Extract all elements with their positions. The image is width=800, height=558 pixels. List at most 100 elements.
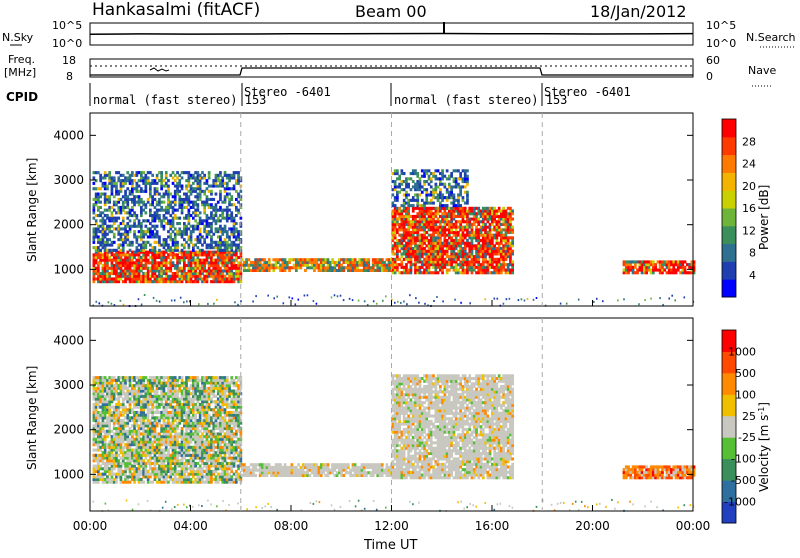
data-cell — [138, 435, 141, 438]
data-cell — [320, 261, 323, 264]
data-cell — [421, 169, 424, 172]
data-cell — [462, 252, 465, 255]
data-cell — [138, 390, 141, 393]
data-cell — [104, 209, 107, 212]
data-cell — [167, 427, 170, 430]
data-cell — [659, 266, 662, 269]
data-cell — [169, 430, 172, 433]
data-cell — [178, 269, 181, 272]
data-cell — [507, 239, 510, 242]
data-cell — [210, 193, 213, 196]
data-cell — [208, 253, 211, 256]
nave-tick-bottom: 0 — [706, 70, 713, 83]
data-cell — [149, 171, 152, 174]
data-cell — [208, 225, 211, 228]
data-cell — [435, 269, 438, 272]
data-cell — [190, 264, 193, 267]
data-cell — [641, 269, 644, 272]
data-cell — [197, 253, 200, 256]
data-cell — [169, 280, 172, 283]
data-cell — [104, 462, 107, 465]
data-cell — [511, 266, 514, 269]
data-cell — [154, 249, 157, 252]
data-cell — [450, 185, 453, 188]
data-cell — [652, 271, 655, 274]
data-cell — [477, 269, 480, 272]
data-cell — [156, 475, 159, 478]
data-cell — [93, 403, 96, 406]
data-cell — [115, 267, 118, 270]
data-cell — [149, 481, 152, 484]
data-cell — [133, 414, 136, 417]
data-cell — [237, 261, 240, 264]
data-cell — [459, 172, 462, 175]
data-cell — [149, 467, 152, 470]
data-cell — [174, 275, 177, 278]
data-cell — [233, 185, 236, 188]
data-cell — [151, 430, 154, 433]
data-cell — [156, 253, 159, 256]
data-cell — [401, 169, 404, 172]
data-cell — [145, 225, 148, 228]
noise-tick-left-bottom: 10^0 — [52, 37, 82, 50]
data-cell — [226, 174, 229, 177]
data-cell — [659, 269, 662, 272]
data-cell — [151, 275, 154, 278]
data-cell — [511, 242, 514, 245]
data-cell — [210, 198, 213, 201]
data-cell — [145, 384, 148, 387]
data-cell — [199, 267, 202, 270]
data-cell — [169, 246, 172, 249]
data-cell — [108, 398, 111, 401]
data-cell — [97, 414, 100, 417]
data-cell — [509, 220, 512, 223]
data-cell — [284, 261, 287, 264]
data-cell — [99, 256, 102, 259]
data-cell — [156, 209, 159, 212]
data-cell — [129, 416, 132, 419]
data-cell — [188, 211, 191, 214]
data-cell — [672, 263, 675, 266]
data-cell — [149, 185, 152, 188]
data-cell — [99, 465, 102, 468]
data-cell — [219, 230, 222, 233]
data-cell — [169, 235, 172, 238]
data-cell — [126, 230, 129, 233]
scatter-cell — [593, 301, 595, 303]
data-cell — [396, 191, 399, 194]
data-cell — [343, 269, 346, 272]
scatter-cell — [96, 301, 98, 303]
data-cell — [138, 249, 141, 252]
data-cell — [99, 414, 102, 417]
data-cell — [174, 179, 177, 182]
data-cell — [233, 225, 236, 228]
data-cell — [197, 251, 200, 254]
data-cell — [156, 406, 159, 409]
data-cell — [97, 227, 100, 230]
data-cell — [226, 214, 229, 217]
data-cell — [93, 457, 96, 460]
data-cell — [489, 247, 492, 250]
data-cell — [354, 269, 357, 272]
data-cell — [160, 280, 163, 283]
data-cell — [133, 475, 136, 478]
data-cell — [659, 271, 662, 274]
data-cell — [104, 400, 107, 403]
data-cell — [484, 266, 487, 269]
data-cell — [108, 462, 111, 465]
data-cell — [138, 275, 141, 278]
data-cell — [151, 214, 154, 217]
data-cell — [93, 217, 96, 220]
data-cell — [122, 457, 125, 460]
data-cell — [199, 217, 202, 220]
data-cell — [104, 187, 107, 190]
data-cell — [97, 225, 100, 228]
data-cell — [181, 198, 184, 201]
data-cell — [115, 211, 118, 214]
data-cell — [178, 185, 181, 188]
data-cell — [459, 252, 462, 255]
data-cell — [145, 376, 148, 379]
data-cell — [140, 481, 143, 484]
data-cell — [169, 440, 172, 443]
data-cell — [416, 199, 419, 202]
